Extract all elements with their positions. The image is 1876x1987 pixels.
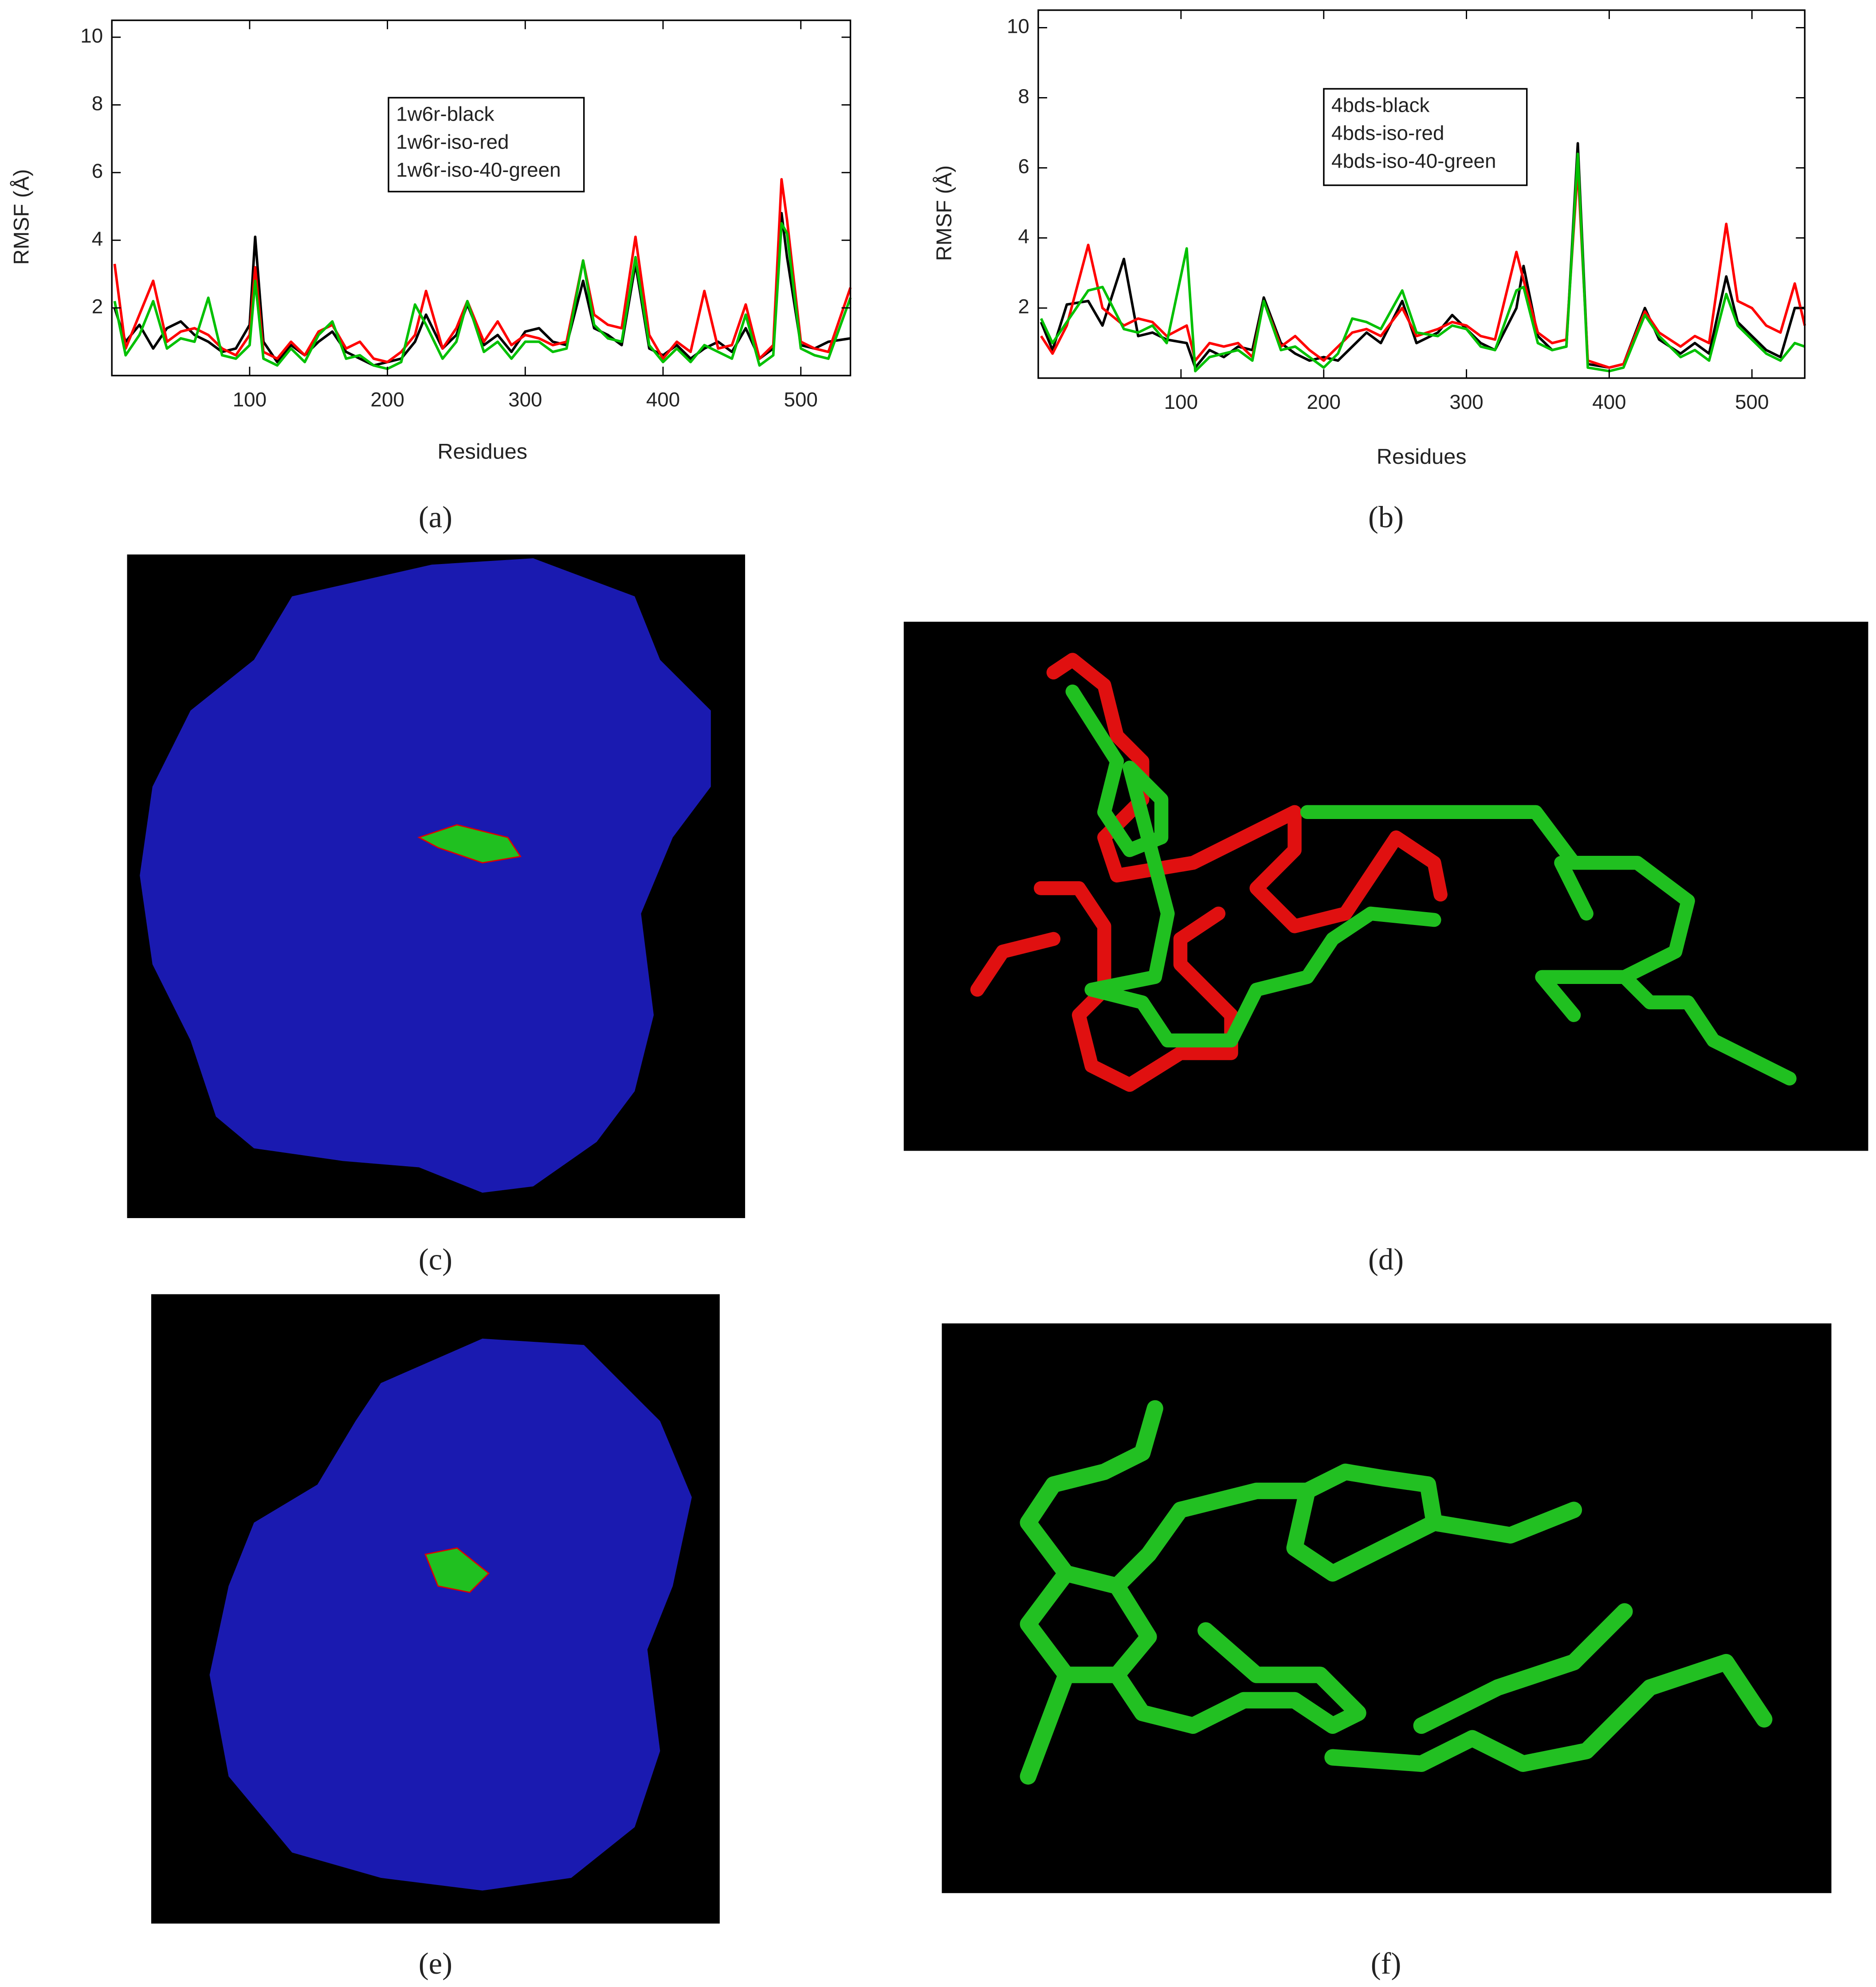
x-axis-label: Residues bbox=[1377, 445, 1467, 469]
series-line bbox=[113, 222, 852, 370]
ligand-overlay-image bbox=[942, 1323, 1832, 1893]
series-line bbox=[1040, 142, 1805, 369]
x-tick-label: 400 bbox=[646, 388, 680, 411]
plot-frame bbox=[111, 20, 852, 376]
legend-entry: 1w6r-iso-40-green bbox=[396, 158, 561, 181]
y-tick-label: 2 bbox=[1018, 295, 1029, 318]
y-tick-label: 6 bbox=[92, 160, 103, 182]
x-tick-label: 300 bbox=[508, 388, 542, 411]
protein-surface-image bbox=[151, 1294, 720, 1924]
x-tick-label: 400 bbox=[1592, 391, 1626, 413]
ligand-overlay-image bbox=[903, 622, 1868, 1151]
y-tick-label: 4 bbox=[1018, 225, 1029, 248]
legend-entry: 4bds-iso-red bbox=[1331, 121, 1444, 144]
panel-label: (c) bbox=[419, 1242, 452, 1276]
y-tick-label: 8 bbox=[1018, 85, 1029, 108]
y-axis-label: RMSF (Å) bbox=[932, 165, 956, 261]
x-tick-label: 100 bbox=[233, 388, 267, 411]
plot-frame bbox=[1037, 9, 1806, 379]
series-line bbox=[1040, 166, 1806, 369]
legend-box bbox=[1323, 88, 1528, 186]
x-tick-label: 100 bbox=[1164, 391, 1198, 413]
series-line bbox=[113, 212, 851, 367]
x-tick-label: 200 bbox=[370, 388, 404, 411]
panel-label: (b) bbox=[1368, 500, 1404, 534]
legend-entry: 1w6r-iso-red bbox=[396, 130, 509, 153]
y-tick-label: 10 bbox=[1007, 15, 1029, 38]
panel-label: (a) bbox=[419, 500, 452, 534]
x-tick-label: 500 bbox=[784, 388, 818, 411]
y-axis-label: RMSF (Å) bbox=[10, 169, 34, 265]
series-line bbox=[113, 178, 852, 364]
y-tick-label: 6 bbox=[1018, 155, 1029, 178]
y-tick-label: 8 bbox=[92, 92, 103, 115]
legend-entry: 4bds-iso-40-green bbox=[1331, 149, 1496, 172]
legend-entry: 4bds-black bbox=[1331, 94, 1429, 116]
x-tick-label: 500 bbox=[1735, 391, 1769, 413]
x-axis-label: Residues bbox=[437, 439, 527, 463]
panel-label: (d) bbox=[1368, 1242, 1404, 1276]
series-line bbox=[1040, 153, 1805, 372]
x-tick-label: 200 bbox=[1307, 391, 1341, 413]
panel-label: (f) bbox=[1371, 1947, 1401, 1980]
protein-surface-image bbox=[127, 554, 746, 1218]
y-tick-label: 2 bbox=[92, 295, 103, 317]
legend-box bbox=[388, 97, 585, 192]
panel-label: (e) bbox=[419, 1947, 452, 1980]
legend-entry: 1w6r-black bbox=[396, 102, 494, 125]
x-tick-label: 300 bbox=[1449, 391, 1483, 413]
y-tick-label: 4 bbox=[92, 227, 103, 250]
y-tick-label: 10 bbox=[80, 24, 103, 47]
